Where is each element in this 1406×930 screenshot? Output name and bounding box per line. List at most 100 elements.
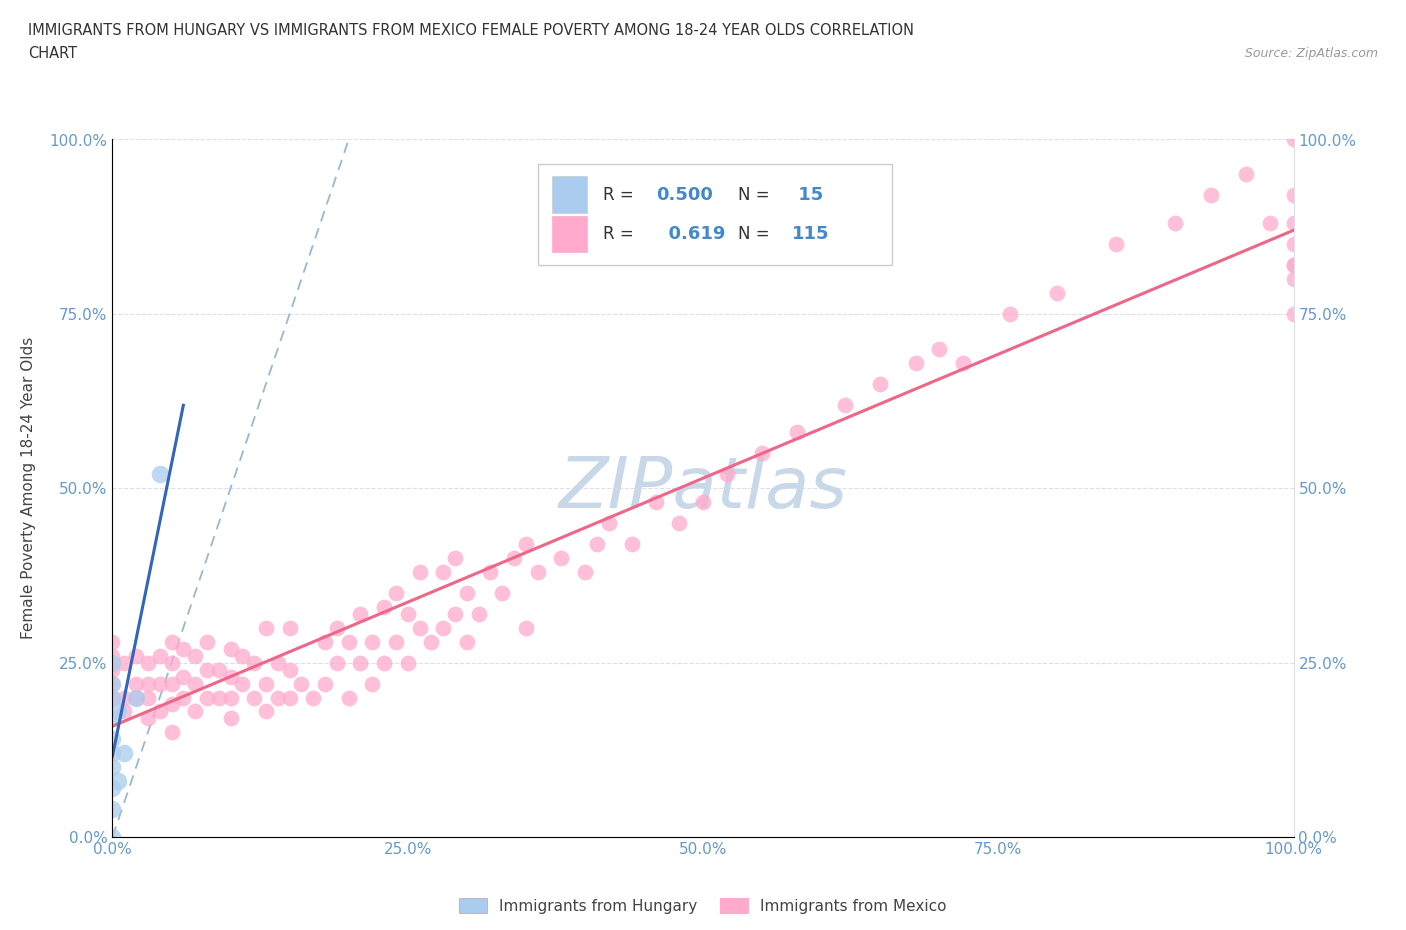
Point — [254, 704, 277, 719]
Point — [716, 467, 738, 482]
Point — [1282, 237, 1305, 252]
Point — [337, 634, 360, 649]
Point — [160, 634, 183, 649]
Point — [302, 690, 325, 705]
Point — [243, 690, 266, 705]
Point — [408, 565, 430, 579]
Point — [1282, 307, 1305, 322]
Text: N =: N = — [738, 225, 770, 244]
Point — [361, 634, 384, 649]
Legend: Immigrants from Hungary, Immigrants from Mexico: Immigrants from Hungary, Immigrants from… — [453, 892, 953, 920]
Point — [432, 565, 454, 579]
Point — [149, 467, 172, 482]
Point — [515, 620, 537, 635]
Point — [290, 676, 312, 691]
Point — [208, 690, 231, 705]
Point — [101, 634, 124, 649]
Point — [515, 537, 537, 551]
Point — [644, 495, 666, 510]
Point — [172, 642, 194, 657]
Point — [432, 620, 454, 635]
Point — [1105, 237, 1128, 252]
Point — [101, 760, 124, 775]
Point — [326, 620, 349, 635]
Point — [574, 565, 596, 579]
FancyBboxPatch shape — [551, 217, 588, 253]
Point — [184, 676, 207, 691]
Point — [456, 634, 478, 649]
Point — [326, 656, 349, 671]
Text: 0.500: 0.500 — [655, 186, 713, 205]
Point — [1282, 132, 1305, 147]
Point — [420, 634, 443, 649]
Point — [136, 711, 159, 725]
Point — [621, 537, 644, 551]
Point — [349, 656, 371, 671]
Point — [408, 620, 430, 635]
Point — [254, 620, 277, 635]
Point — [1234, 167, 1257, 182]
Point — [101, 746, 124, 761]
Point — [125, 690, 148, 705]
Point — [444, 551, 467, 565]
Point — [125, 690, 148, 705]
Point — [101, 732, 124, 747]
Point — [550, 551, 572, 565]
Point — [107, 704, 129, 719]
Point — [278, 620, 301, 635]
Point — [184, 704, 207, 719]
Point — [278, 690, 301, 705]
Point — [385, 586, 408, 601]
Point — [585, 537, 607, 551]
Text: IMMIGRANTS FROM HUNGARY VS IMMIGRANTS FROM MEXICO FEMALE POVERTY AMONG 18-24 YEA: IMMIGRANTS FROM HUNGARY VS IMMIGRANTS FR… — [28, 23, 914, 38]
Point — [149, 704, 172, 719]
Point — [160, 656, 183, 671]
Point — [278, 662, 301, 677]
Point — [998, 307, 1021, 322]
Point — [479, 565, 502, 579]
Point — [349, 606, 371, 621]
Point — [195, 662, 218, 677]
Point — [149, 648, 172, 663]
Point — [254, 676, 277, 691]
Point — [219, 690, 242, 705]
Point — [786, 425, 808, 440]
Point — [396, 656, 419, 671]
Point — [1282, 188, 1305, 203]
Point — [928, 341, 950, 356]
Text: CHART: CHART — [28, 46, 77, 61]
Point — [1164, 216, 1187, 231]
Point — [101, 781, 124, 796]
Point — [101, 656, 124, 671]
Point — [598, 515, 620, 530]
Point — [208, 662, 231, 677]
Point — [526, 565, 548, 579]
Point — [219, 711, 242, 725]
Point — [136, 690, 159, 705]
Point — [668, 515, 690, 530]
Point — [314, 634, 336, 649]
Point — [172, 670, 194, 684]
Point — [952, 355, 974, 370]
Point — [1282, 258, 1305, 272]
Point — [112, 656, 135, 671]
Text: N =: N = — [738, 186, 770, 205]
Point — [195, 634, 218, 649]
Text: Source: ZipAtlas.com: Source: ZipAtlas.com — [1244, 46, 1378, 60]
Point — [101, 662, 124, 677]
Point — [149, 676, 172, 691]
Text: 15: 15 — [792, 186, 823, 205]
Point — [184, 648, 207, 663]
Point — [337, 690, 360, 705]
Point — [101, 676, 124, 691]
Point — [160, 676, 183, 691]
Point — [112, 690, 135, 705]
Point — [444, 606, 467, 621]
Point — [112, 704, 135, 719]
Point — [373, 600, 395, 615]
Text: R =: R = — [603, 186, 633, 205]
Point — [692, 495, 714, 510]
Point — [101, 648, 124, 663]
Point — [385, 634, 408, 649]
Text: R =: R = — [603, 225, 633, 244]
